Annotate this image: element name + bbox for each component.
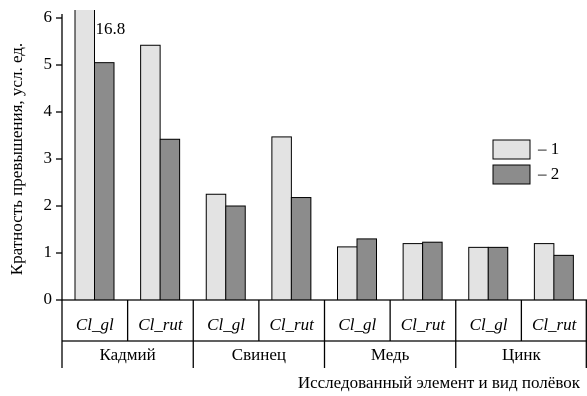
bar (225, 205, 246, 300)
value-label: 16.8 (96, 19, 126, 38)
x-tick-label: Cl_gl (338, 315, 376, 334)
bar (402, 243, 424, 300)
bar (533, 243, 555, 300)
x-tick-label: Cl_gl (470, 315, 508, 334)
bar (94, 62, 115, 300)
bar (290, 197, 312, 300)
bar (74, 10, 95, 300)
bar (271, 136, 292, 300)
legend-label: – 1 (537, 139, 559, 158)
y-tick-label: 1 (44, 242, 53, 261)
x-tick-label: Cl_rut (138, 315, 184, 334)
bar (356, 238, 377, 300)
bar (468, 246, 489, 300)
y-tick-label: 5 (44, 54, 53, 73)
y-tick-label: 3 (44, 148, 53, 167)
y-axis-label: Кратность превышения, усл. ед. (7, 43, 26, 275)
y-tick-label: 6 (44, 7, 53, 26)
bar (422, 241, 443, 300)
bar (159, 138, 181, 300)
legend-swatch (492, 164, 531, 185)
group-label: Медь (371, 345, 410, 364)
x-tick-label: Cl_rut (532, 315, 578, 334)
group-label: Кадмий (99, 345, 155, 364)
x-tick-label: Cl_gl (76, 315, 114, 334)
bars (74, 10, 574, 300)
y-tick-label: 2 (44, 195, 53, 214)
group-label: Цинк (502, 345, 541, 364)
bar (553, 254, 574, 300)
group-label: Свинец (232, 345, 286, 364)
bar (487, 246, 509, 300)
x-tick-label: Cl_rut (401, 315, 447, 334)
bar (337, 246, 358, 300)
y-tick-label: 0 (44, 289, 53, 308)
legend-swatch (492, 139, 531, 160)
bar (205, 193, 227, 300)
y-tick-label: 4 (44, 101, 53, 120)
x-tick-label: Cl_rut (269, 315, 315, 334)
bar (140, 44, 161, 300)
x-tick-label: Cl_gl (207, 315, 245, 334)
x-axis-label: Исследованный элемент и вид полёвок (298, 373, 581, 392)
legend-label: – 2 (537, 164, 559, 183)
